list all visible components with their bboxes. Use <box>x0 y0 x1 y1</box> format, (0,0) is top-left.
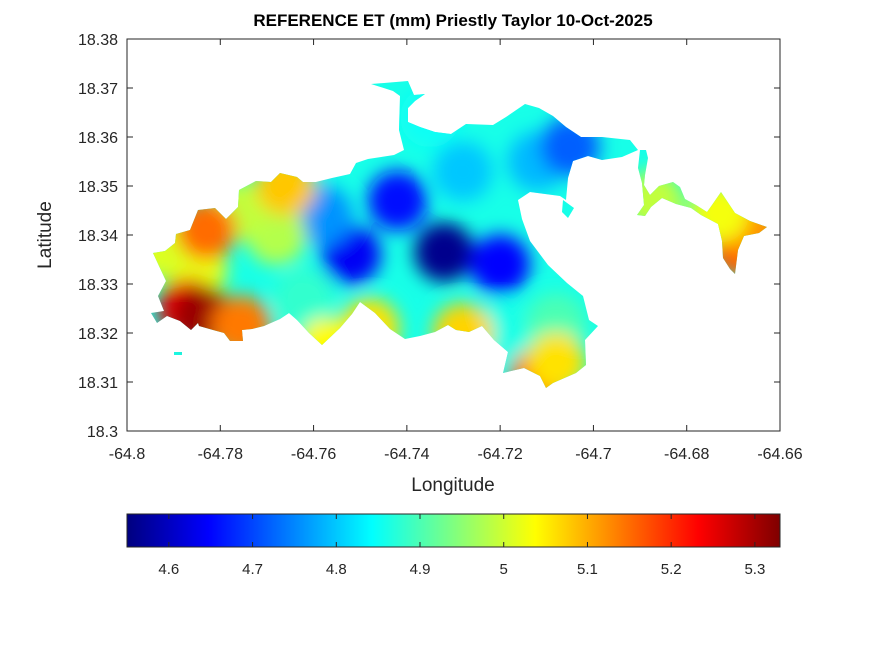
colorbar-tick-label: 5.2 <box>661 561 682 578</box>
colorbar-tick-label: 4.8 <box>326 561 347 578</box>
heatmap-cell <box>367 170 428 231</box>
heatmap-cell <box>414 222 475 283</box>
x-axis-label: Longitude <box>411 475 494 496</box>
x-tick-label: -64.72 <box>477 446 522 463</box>
x-tick-label: -64.66 <box>757 446 802 463</box>
colorbar-tick-label: 5.1 <box>577 561 598 578</box>
y-tick-label: 18.37 <box>78 81 118 98</box>
colorbar-tick-label: 5.3 <box>744 561 765 578</box>
y-tick-label: 18.3 <box>87 424 118 441</box>
chart-title: REFERENCE ET (mm) Priestly Taylor 10-Oct… <box>253 11 652 30</box>
x-tick-label: -64.74 <box>384 446 429 463</box>
colorbar-tick-label: 4.7 <box>242 561 263 578</box>
colorbar-tick-label: 4.6 <box>158 561 179 578</box>
y-tick-label: 18.31 <box>78 375 118 392</box>
x-tick-label: -64.68 <box>664 446 709 463</box>
y-axis-label: Latitude <box>35 201 56 269</box>
x-tick-label: -64.78 <box>198 446 243 463</box>
y-tick-label: 18.34 <box>78 228 118 245</box>
y-tick-label: 18.38 <box>78 32 118 49</box>
x-tick-label: -64.8 <box>109 446 146 463</box>
heatmap-cell <box>470 234 531 295</box>
y-tick-label: 18.32 <box>78 326 118 343</box>
x-tick-label: -64.7 <box>575 446 612 463</box>
y-tick-label: 18.35 <box>78 179 118 196</box>
colorbar-tick-label: 4.9 <box>410 561 431 578</box>
x-tick-label: -64.76 <box>291 446 336 463</box>
colorbar-tick-label: 5 <box>500 561 508 578</box>
y-tick-label: 18.36 <box>78 130 118 147</box>
y-tick-label: 18.33 <box>78 277 118 294</box>
colorbar <box>126 513 781 548</box>
heatmap-cell <box>432 141 493 202</box>
